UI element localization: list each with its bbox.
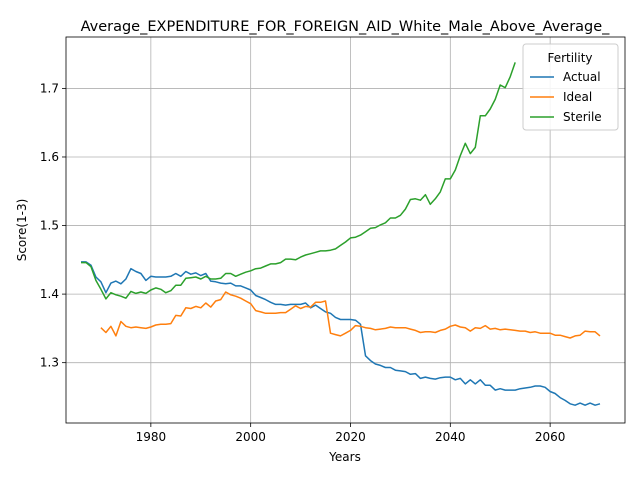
- x-axis-label: Years: [328, 450, 361, 464]
- series-line-sterile: [81, 62, 516, 300]
- legend-label-actual: Actual: [563, 70, 601, 84]
- legend-label-sterile: Sterile: [563, 110, 602, 124]
- x-tick-label: 2020: [335, 430, 366, 444]
- x-tick-label: 2060: [535, 430, 566, 444]
- y-tick-label: 1.4: [40, 287, 59, 301]
- legend: Fertility Actual Ideal Sterile: [522, 43, 619, 131]
- y-axis-ticks: 1.3 1.4 1.5 1.6 1.7: [40, 81, 66, 370]
- legend-title: Fertility: [547, 51, 592, 65]
- legend-label-ideal: Ideal: [563, 90, 592, 104]
- y-tick-label: 1.3: [40, 356, 59, 370]
- y-tick-label: 1.6: [40, 150, 59, 164]
- x-axis-ticks: 1980 2000 2020 2040 2060: [136, 423, 566, 444]
- y-tick-label: 1.5: [40, 219, 59, 233]
- plot-frame: [65, 36, 626, 424]
- legend-items: Actual Ideal Sterile: [530, 70, 602, 124]
- x-tick-label: 2000: [235, 430, 266, 444]
- chart-title: Average_EXPENDITURE_FOR_FOREIGN_AID_Whit…: [81, 19, 611, 35]
- x-tick-label: 2040: [435, 430, 466, 444]
- series-line-ideal: [100, 291, 601, 339]
- y-axis-label: Score(1-3): [15, 199, 29, 262]
- series-lines: [81, 62, 601, 406]
- x-tick-label: 1980: [136, 430, 167, 444]
- legend-box: [522, 43, 619, 131]
- series-line-actual: [81, 261, 601, 406]
- y-tick-label: 1.7: [40, 81, 59, 95]
